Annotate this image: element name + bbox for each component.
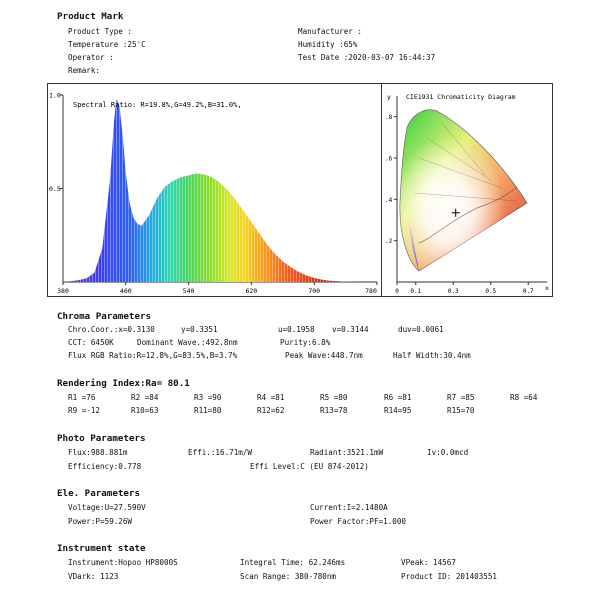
chro-v: v=0.3144 [332,325,369,334]
temperature-value: Temperature :25'C [68,40,146,49]
rendering-index-value: R6 =81 [384,393,412,402]
chro-duv: duv=0.0061 [398,325,444,334]
purity-value: Purity:6.8% [280,338,331,347]
test-date-value: Test Date :2020-03-07 16:44:37 [298,53,436,62]
rendering-index-value: R7 =85 [447,393,475,402]
cie-x-tick-label: 0 [395,288,399,295]
rendering-index-value: R13=78 [320,406,348,415]
rendering-index-value: R10=63 [131,406,159,415]
flux-rgb-ratio: Flux RGB Ratio:R=12.8%,G=83.5%,B=3.7% [68,351,238,360]
spectrum-x-tick-label: 380 [57,287,69,295]
chro-u: u=0.1958 [278,325,315,334]
product-type-label: Product Type : [68,27,133,36]
cie-horseshoe [399,109,528,272]
spectrum-curve-stripes [63,98,377,282]
rendering-index-value: R11=80 [194,406,222,415]
effi-level-value: Effi Level:C (EU 874-2012) [250,462,369,471]
cie-y-axis-label: y [387,93,391,101]
humidity-value: Humidity :65% [298,40,358,49]
spectrum-area [63,98,377,282]
vdark-value: VDark: 1123 [68,572,119,581]
product-mark-title: Product Mark [57,11,124,22]
product-id: Product ID: 201403551 [401,572,498,581]
cct-value: CCT: 6450K [68,338,114,347]
dominant-wave: Dominant Wave.:492.8nm [137,338,238,347]
cie-x-axis-label: x [545,284,549,292]
spectrum-x-tick-label: 780 [365,287,377,295]
rendering-index-value: R15=70 [447,406,475,415]
chro-coor-x: Chro.Coor.:x=0.3130 [68,325,155,334]
cie-x-tick-label: 0.1 [410,288,421,295]
rendering-index-value: R3 =90 [194,393,222,402]
scan-range: Scan Range: 380-780nm [240,572,337,581]
rendering-index-value: R14=95 [384,406,412,415]
chroma-title: Chroma Parameters [57,311,152,322]
rendering-title: Rendering Index:Ra= 80.1 [57,378,190,389]
photo-title: Photo Parameters [57,433,146,444]
manufacturer-label: Manufacturer : [298,27,363,36]
cie-x-tick-label: 0.5 [485,288,496,295]
spectrum-x-tick-label: 540 [183,287,195,295]
rendering-index-value: R2 =84 [131,393,159,402]
rendering-index-value: R4 =81 [257,393,285,402]
chro-coor-y: y=0.3351 [181,325,218,334]
efficiency-value: Efficiency:0.778 [68,462,142,471]
vpeak-value: VPeak: 14567 [401,558,456,567]
cie-title: CIE1931 Chromaticity Diagram [406,93,516,101]
cie-y-tick-label: .4 [385,197,393,204]
power-value: Power:P=59.26W [68,517,133,526]
half-width: Half Width:30.4nm [393,351,471,360]
voltage-value: Voltage:U=27.590V [68,503,146,512]
rendering-index-value: R5 =80 [320,393,348,402]
rendering-index-value: R9 =-12 [68,406,101,415]
rendering-index-value: R12=62 [257,406,285,415]
iv-value: Iv:0.0mcd [427,448,469,457]
effi-value: Effi.:16.71m/W [188,448,253,457]
spectrum-y-tick-label: 1.0 [49,92,61,100]
cie-y-tick-label: .8 [385,114,393,121]
cie-x-tick-label: 0.7 [523,288,534,295]
ele-title: Ele. Parameters [57,488,140,499]
instrument-model: Instrument:Hopoo HP8000S [68,558,178,567]
cie-y-tick-label: .6 [385,156,393,163]
power-factor-value: Power Factor:PF=1.000 [310,517,407,526]
radiant-value: Radiant:3521.1mW [310,448,384,457]
cie-x-tick-label: 0.3 [448,288,459,295]
spectrum-x-tick-label: 620 [246,287,258,295]
charts-panel: 1.0 0.5 380 460 540 620 700 780 Spectral Ratio:… [47,83,553,297]
rendering-index-value: R8 =64 [510,393,538,402]
spectrum-x-tick-label: 460 [120,287,132,295]
integral-time: Integral Time: 62.246ms [240,558,346,567]
spectrum-y-tick-label: 0.5 [49,185,61,193]
cie-y-tick-label: .2 [385,238,393,245]
current-value: Current:I=2.1480A [310,503,388,512]
operator-label: Operator : [68,53,114,62]
spectral-ratio-label: Spectral Ratio: R=19.8%,G=49.2%,B=31.0%, [73,101,242,109]
flux-value: Flux:988.881m [68,448,128,457]
peak-wave: Peak Wave:448.7nm [285,351,363,360]
instrument-title: Instrument state [57,543,146,554]
spectrum-x-tick-label: 700 [308,287,320,295]
remark-label: Remark: [68,66,101,75]
cie-point-marker [451,208,460,217]
rendering-index-value: R1 =76 [68,393,96,402]
